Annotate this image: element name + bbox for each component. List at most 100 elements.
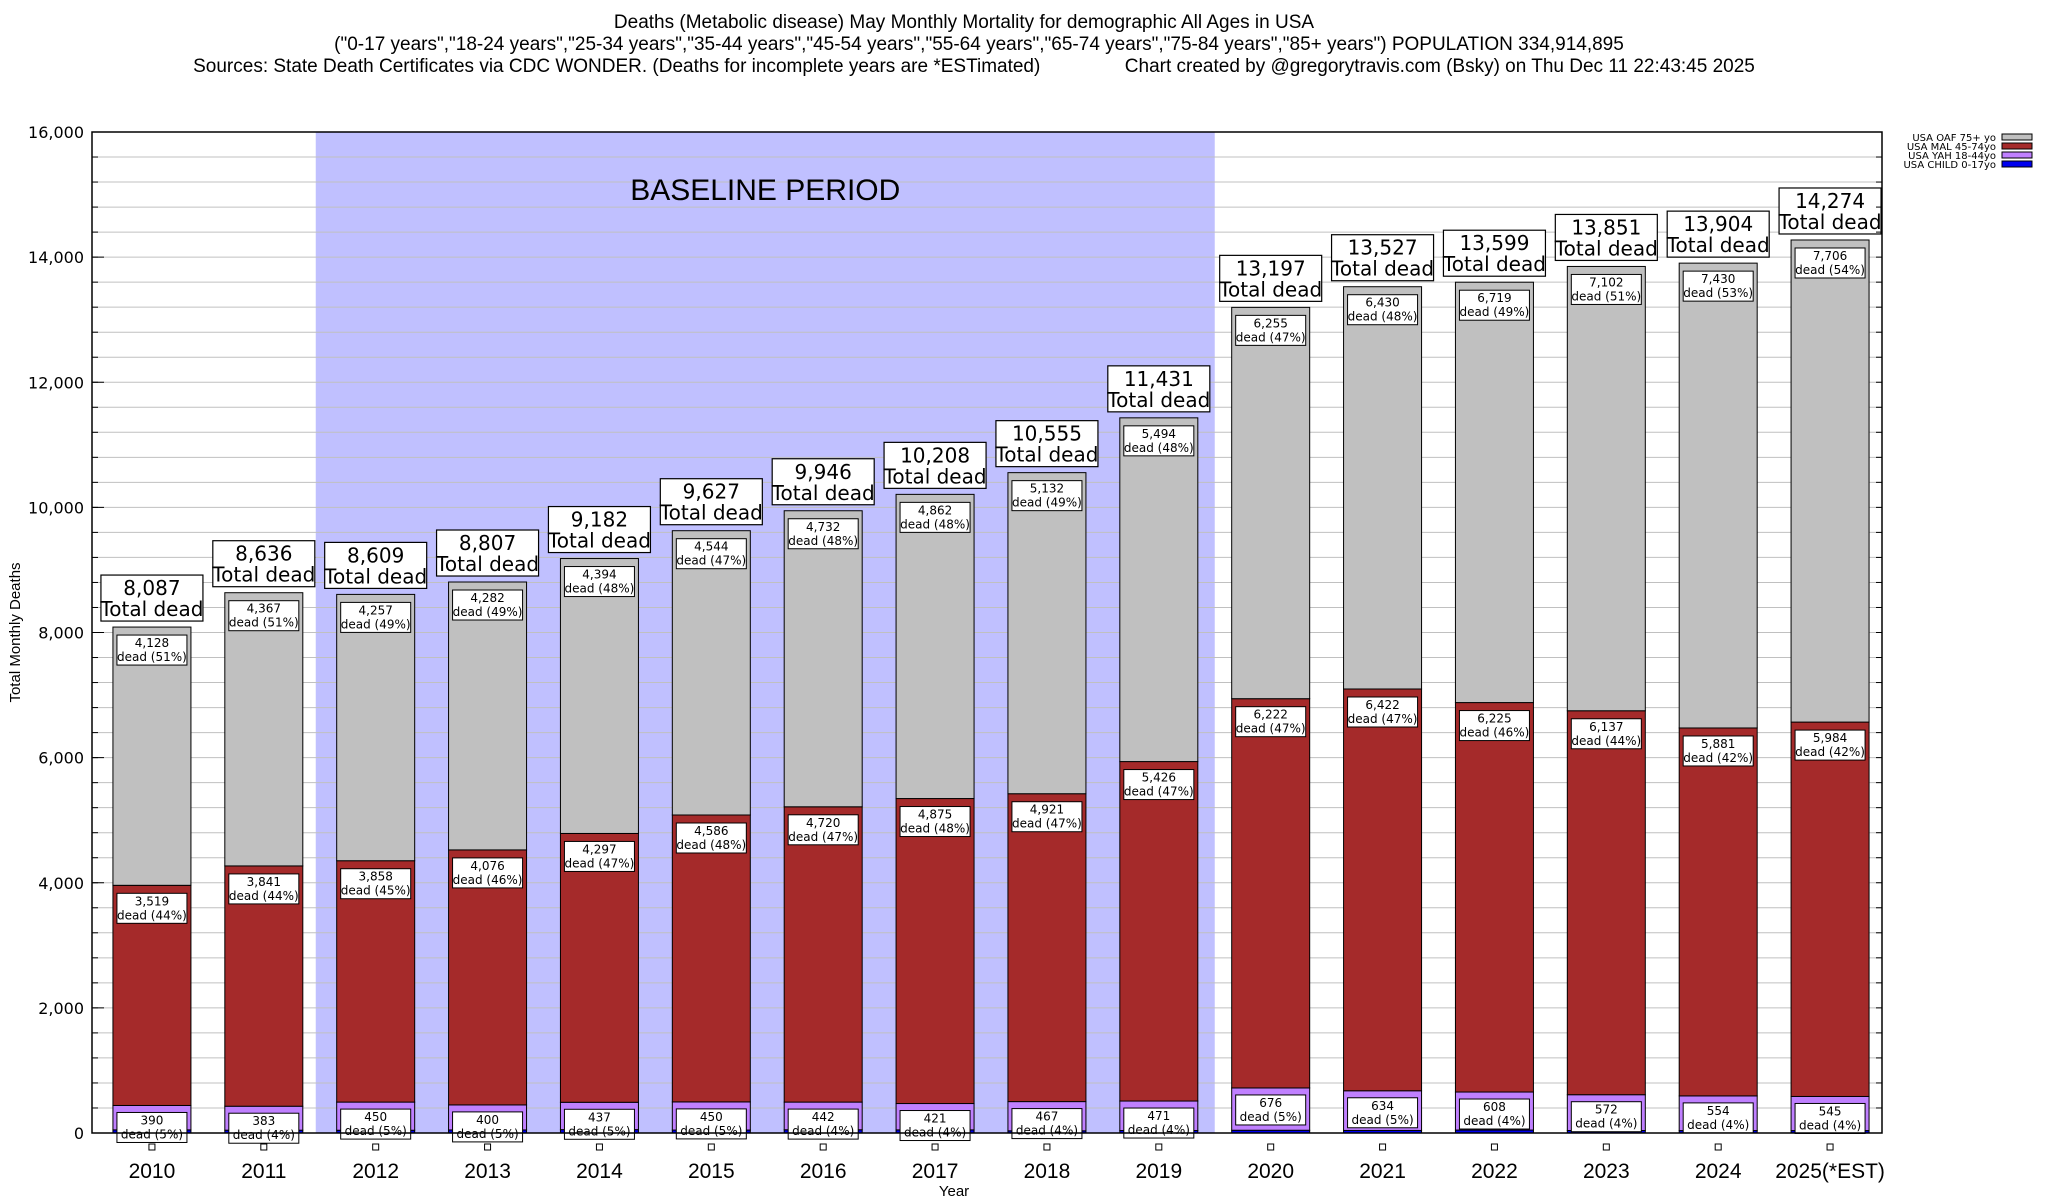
segment-label-pct: dead (4%) <box>233 1128 295 1142</box>
y-tick-label: 8,000 <box>38 624 84 643</box>
total-label-box <box>1442 229 1547 277</box>
segment-label-value: 3,858 <box>359 870 393 884</box>
total-label-suffix: Total dead <box>1442 252 1546 276</box>
total-label-suffix: Total dead <box>99 597 203 621</box>
bar-segment-usa-oaf-75-yo <box>1343 286 1423 690</box>
segment-label-box <box>899 806 971 838</box>
total-label-box <box>1778 187 1882 235</box>
total-label-box <box>1330 234 1435 282</box>
total-label-value: 13,197 <box>1236 256 1306 280</box>
bar-segment-usa-mal-45-74yo <box>1678 727 1758 1097</box>
y-tick-label: 4,000 <box>38 874 84 893</box>
segment-label-pct: dead (47%) <box>788 830 858 844</box>
segment-label-pct: dead (47%) <box>1236 722 1306 736</box>
segment-label-box <box>1347 294 1419 326</box>
segment-label-value: 6,422 <box>1365 698 1399 712</box>
child-marker <box>1043 1143 1051 1151</box>
segment-label-pct: dead (4%) <box>1463 1114 1525 1128</box>
total-label-box <box>883 441 987 489</box>
segment-label-value: 442 <box>812 1110 835 1124</box>
segment-label-pct: dead (42%) <box>1683 751 1753 765</box>
segment-label-box <box>1123 769 1195 801</box>
bar-segment-usa-mal-45-74yo <box>224 865 304 1107</box>
segment-label-pct: dead (46%) <box>1460 726 1530 740</box>
segment-label-value: 4,297 <box>582 842 616 856</box>
child-marker <box>595 1143 603 1151</box>
segment-label-box <box>340 868 412 900</box>
total-label-suffix: Total dead <box>771 481 875 505</box>
total-label-suffix: Total dead <box>323 564 427 588</box>
segment-label-value: 545 <box>1819 1104 1842 1118</box>
segment-label-value: 390 <box>140 1113 163 1127</box>
bar-segment-usa-mal-45-74yo <box>1566 710 1646 1096</box>
segment-label-value: 400 <box>476 1113 499 1127</box>
total-label-suffix: Total dead <box>1106 388 1210 412</box>
segment-label-box <box>1682 270 1754 302</box>
x-tick-label: 2017 <box>912 1160 959 1183</box>
child-marker <box>1490 1143 1498 1151</box>
y-tick-label: 2,000 <box>38 999 84 1018</box>
total-label-box <box>1219 254 1323 302</box>
segment-label-value: 5,494 <box>1142 427 1176 441</box>
segment-label-pct: dead (48%) <box>900 822 970 836</box>
bar-segment-usa-mal-45-74yo <box>1790 721 1870 1097</box>
segment-label-value: 7,102 <box>1589 275 1623 289</box>
segment-label-value: 4,720 <box>806 816 840 830</box>
x-tick-label: 2019 <box>1135 1160 1182 1183</box>
total-label-value: 10,208 <box>900 443 970 467</box>
total-label-value: 9,627 <box>683 480 740 504</box>
segment-label-box <box>1458 1098 1530 1130</box>
total-label-box <box>659 478 763 526</box>
segment-label-box <box>1570 273 1642 305</box>
segment-label-pct: dead (44%) <box>117 908 187 922</box>
segment-label-box <box>1794 247 1866 279</box>
total-label-suffix: Total dead <box>211 563 315 587</box>
segment-label-value: 4,076 <box>470 859 504 873</box>
x-axis-title: Year <box>939 1183 969 1200</box>
x-tick-label: 2022 <box>1471 1160 1518 1183</box>
bar-segment-usa-mal-45-74yo <box>671 814 751 1103</box>
legend-entry-label: USA CHILD 0-17yo <box>1903 160 1996 171</box>
segment-label-pct: dead (4%) <box>1575 1117 1637 1131</box>
segment-label-box <box>1570 718 1642 750</box>
child-marker <box>1155 1143 1163 1151</box>
child-marker <box>372 1143 380 1151</box>
total-label-box <box>1554 213 1658 262</box>
bar-segment-usa-oaf-75-yo <box>112 626 192 886</box>
segment-label-pct: dead (48%) <box>900 517 970 531</box>
segment-label-box <box>1347 696 1419 728</box>
total-label-value: 13,904 <box>1683 212 1753 236</box>
child-marker <box>484 1143 492 1151</box>
bar-segment-usa-mal-45-74yo <box>448 849 528 1106</box>
segment-label-value: 6,255 <box>1254 316 1288 330</box>
segment-label-box <box>1570 1101 1642 1133</box>
bar-segment-usa-oaf-75-yo <box>671 530 751 816</box>
segment-label-pct: dead (49%) <box>341 617 411 631</box>
total-label-suffix: Total dead <box>1218 277 1322 301</box>
segment-label-pct: dead (5%) <box>456 1127 518 1141</box>
segment-label-pct: dead (45%) <box>341 884 411 898</box>
segment-label-pct: dead (48%) <box>788 534 858 548</box>
